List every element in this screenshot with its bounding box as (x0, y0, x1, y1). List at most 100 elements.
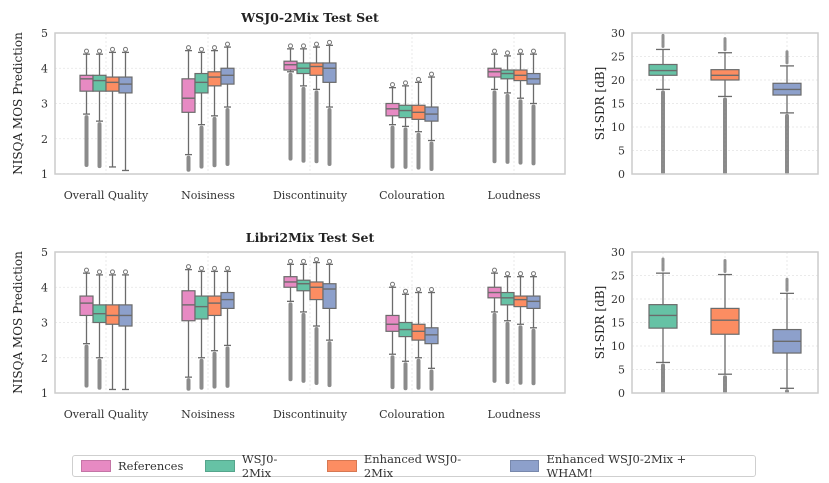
legend-item-enhanced-wham: Enhanced WSJ0-2Mix + WHAM! (510, 452, 733, 480)
outlier-point (199, 46, 204, 52)
y-tick-label: 4 (41, 62, 48, 75)
outlier-point (186, 45, 191, 51)
outlier-point (186, 264, 191, 270)
outlier-point (505, 271, 510, 277)
box (194, 295, 209, 320)
box (398, 104, 413, 119)
outlier-point (429, 287, 434, 293)
outlier-point (97, 48, 102, 54)
outlier-point (492, 267, 497, 273)
y-axis-label: NISQA MOS Prediction (11, 32, 25, 175)
y-axis-label: SI-SDR [dB] (593, 286, 607, 360)
axes-frame (54, 32, 566, 175)
x-tick-label: Colouration (379, 189, 445, 202)
box (385, 102, 400, 117)
x-tick-label: Noisiness (181, 408, 235, 421)
y-tick-label: 3 (41, 317, 48, 330)
outlier-point (212, 45, 217, 51)
y-tick-label: 30 (611, 246, 625, 259)
x-tick-label: Loudness (488, 189, 541, 202)
y-tick-label: 15 (611, 98, 625, 111)
outlier-point (327, 39, 332, 45)
outlier-point (390, 82, 395, 88)
y-tick-label: 1 (41, 168, 48, 181)
outlier-point (531, 271, 536, 277)
outlier-point (110, 46, 115, 52)
outlier-point (518, 271, 523, 277)
box (283, 60, 298, 71)
legend: References WSJ0-2Mix Enhanced WSJ0-2Mix … (72, 452, 756, 480)
outlier-point (314, 41, 319, 47)
box (207, 295, 222, 317)
y-tick-label: 20 (611, 293, 625, 306)
y-tick-label: 2 (41, 133, 48, 146)
y-tick-label: 3 (41, 98, 48, 111)
box (487, 67, 502, 78)
legend-item-wsj0-2mix: WSJ0-2Mix (205, 452, 305, 480)
outlier-point (416, 76, 421, 82)
y-tick-label: 10 (611, 121, 625, 134)
box (385, 314, 400, 332)
box (118, 76, 133, 94)
outlier-point (531, 48, 536, 54)
box (79, 74, 94, 92)
y-tick-label: 5 (618, 364, 625, 377)
outlier-point (225, 265, 230, 271)
outlier-point (288, 258, 293, 264)
x-tick-label: Discontinuity (273, 408, 348, 421)
outlier-point (403, 80, 408, 86)
box (309, 281, 324, 301)
box (648, 304, 678, 329)
legend-label: Enhanced WSJ0-2Mix (363, 452, 462, 480)
box (207, 71, 222, 87)
box (513, 295, 528, 308)
box (500, 69, 515, 80)
outlier-point (492, 48, 497, 54)
box (79, 295, 94, 317)
y-tick-label: 25 (611, 270, 625, 283)
outlier-point (97, 269, 102, 275)
box (296, 279, 311, 292)
legend-label: Enhanced WSJ0-2Mix + WHAM! (546, 452, 687, 480)
outlier-point (225, 41, 230, 47)
box (710, 307, 740, 335)
axes-frame (54, 251, 566, 394)
legend-swatch (510, 460, 540, 472)
outlier-point (84, 48, 89, 54)
box (220, 67, 235, 85)
outlier-point (123, 269, 128, 275)
box (648, 63, 678, 76)
box (92, 74, 107, 92)
legend-label: References (118, 459, 184, 473)
box (181, 290, 196, 322)
box (322, 62, 337, 83)
x-tick-label: Overall Quality (64, 408, 149, 421)
box (526, 295, 541, 309)
outlier-point (403, 288, 408, 294)
outlier-point (288, 43, 293, 49)
outlier-point (110, 269, 115, 275)
y-tick-label: 4 (41, 281, 48, 294)
legend-swatch (327, 460, 357, 472)
legend-swatch (81, 460, 111, 472)
x-tick-label: Noisiness (181, 189, 235, 202)
outlier-point (518, 48, 523, 54)
y-axis-label: SI-SDR [dB] (593, 67, 607, 141)
legend-label: WSJ0-2Mix (241, 452, 278, 480)
box (181, 78, 196, 113)
outlier-point (301, 258, 306, 264)
y-tick-label: 0 (618, 387, 625, 400)
x-tick-label: Colouration (379, 408, 445, 421)
box (105, 304, 120, 325)
legend-item-enhanced: Enhanced WSJ0-2Mix (327, 452, 488, 480)
box (322, 283, 337, 310)
y-tick-label: 0 (618, 168, 625, 181)
box (309, 62, 324, 76)
y-tick-label: 5 (618, 145, 625, 158)
legend-swatch (205, 460, 235, 472)
outlier-point (212, 265, 217, 271)
y-tick-label: 20 (611, 74, 625, 87)
y-tick-label: 30 (611, 27, 625, 40)
axes-frame (631, 251, 819, 394)
outlier-point (505, 50, 510, 56)
